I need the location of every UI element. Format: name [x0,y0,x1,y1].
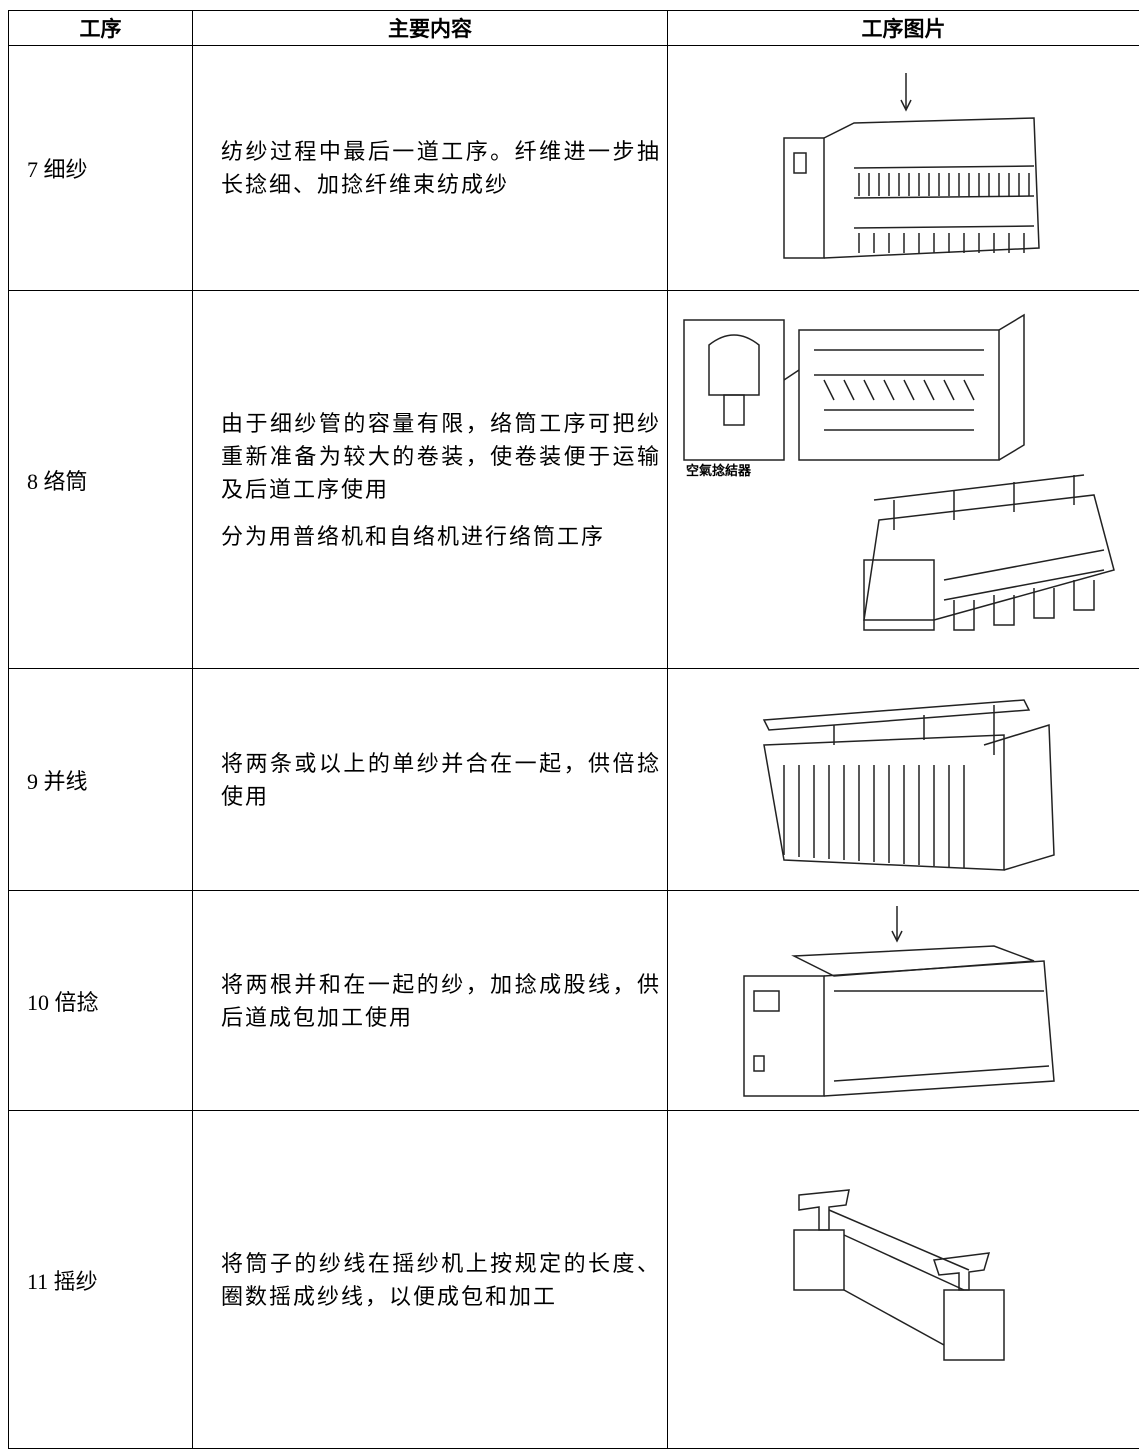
step-cell: 8 络筒 [9,291,193,669]
step-cell: 9 并线 [9,669,193,891]
image-cell [668,669,1139,891]
header-cell: 工序 [9,11,193,46]
image-cell: 空氣捻結器 [668,291,1139,669]
machine-illustration [764,68,1044,268]
image-cell [668,1111,1139,1449]
content-cell: 由于细纱管的容量有限，络筒工序可把纱重新准备为较大的卷装，使卷装便于运输及后道工… [193,291,668,669]
content-text: 将筒子的纱线在摇纱机上按规定的长度、圈数摇成纱线，以便成包和加工 [221,1247,661,1313]
content-cell: 将两条或以上的单纱并合在一起，供倍捻使用 [193,669,668,891]
header-cell: 主要内容 [193,11,668,46]
step-cell: 7 细纱 [9,46,193,291]
image-cell [668,891,1139,1111]
machine-illustration [784,1185,1024,1375]
content-text: 将两根并和在一起的纱，加捻成股线，供后道成包加工使用 [221,968,661,1034]
header-cell: 工序图片 [668,11,1139,46]
content-text: 将两条或以上的单纱并合在一起，供倍捻使用 [221,747,661,813]
image-label: 空氣捻結器 [686,463,752,478]
process-table: 工序 主要内容 工序图片 7 细纱 纺纱过程中最后一道工序。纤维进一步抽长捻细、… [8,10,1139,1449]
step-cell: 10 倍捻 [9,891,193,1111]
content-text: 纺纱过程中最后一道工序。纤维进一步抽长捻细、加捻纤维束纺成纱 [221,135,661,201]
content-cell: 纺纱过程中最后一道工序。纤维进一步抽长捻细、加捻纤维束纺成纱 [193,46,668,291]
machine-illustration [734,901,1074,1101]
content-text: 由于细纱管的容量有限，络筒工序可把纱重新准备为较大的卷装，使卷装便于运输及后道工… [221,407,661,506]
machine-illustration: 空氣捻結器 [674,300,1134,660]
step-cell: 11 摇纱 [9,1111,193,1449]
machine-illustration [744,685,1064,875]
content-text: 分为用普络机和自络机进行络筒工序 [221,520,661,553]
content-cell: 将两根并和在一起的纱，加捻成股线，供后道成包加工使用 [193,891,668,1111]
content-cell: 将筒子的纱线在摇纱机上按规定的长度、圈数摇成纱线，以便成包和加工 [193,1111,668,1449]
image-cell [668,46,1139,291]
